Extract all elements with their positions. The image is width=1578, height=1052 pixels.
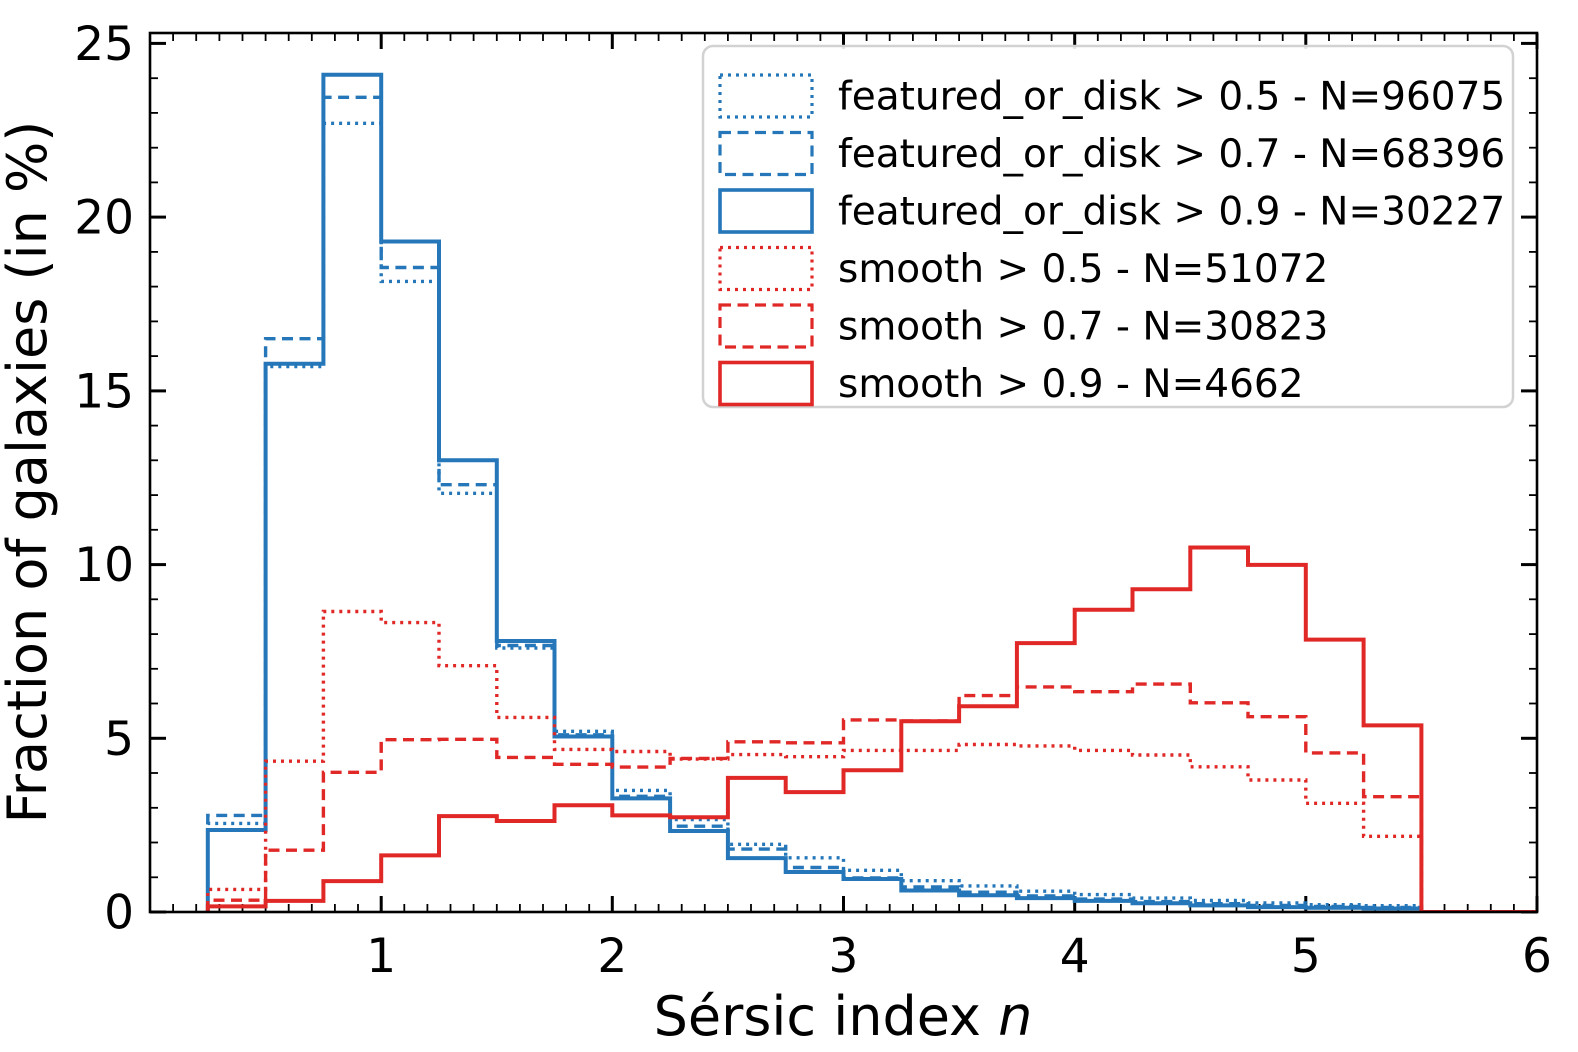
legend-label: featured_or_disk > 0.5 - N=96075 bbox=[838, 75, 1505, 120]
legend: featured_or_disk > 0.5 - N=96075 featured… bbox=[701, 44, 1515, 409]
legend-swatch-solid bbox=[718, 188, 814, 234]
x-tick-label: 5 bbox=[1291, 929, 1321, 984]
x-tick-label: 1 bbox=[366, 929, 396, 984]
legend-swatch-dotted bbox=[718, 73, 814, 119]
x-tick-label: 6 bbox=[1522, 929, 1552, 984]
y-tick-label: 20 bbox=[74, 191, 134, 246]
y-tick-label: 25 bbox=[74, 17, 134, 72]
legend-label: smooth > 0.7 - N=30823 bbox=[838, 305, 1328, 350]
legend-frame bbox=[701, 44, 1515, 409]
legend-label: smooth > 0.9 - N=4662 bbox=[838, 362, 1304, 407]
series-line-3 bbox=[205, 72, 1537, 912]
tick-labels: 1 2 3 4 5 6 0 5 10 15 20 25 bbox=[74, 17, 1552, 984]
y-axis-label: Fraction of galaxies (in %) bbox=[0, 121, 59, 824]
series-lines bbox=[205, 72, 1537, 912]
y-tick-label: 0 bbox=[104, 885, 134, 940]
x-axis-label-variable: n bbox=[998, 985, 1032, 1048]
legend-swatch-solid bbox=[718, 360, 814, 407]
x-axis-label: Sérsic index n bbox=[654, 985, 1033, 1048]
x-tick-label: 4 bbox=[1060, 929, 1090, 984]
legend-swatch-dotted bbox=[718, 245, 814, 292]
y-tick-label: 10 bbox=[74, 538, 134, 593]
legend-label: featured_or_disk > 0.7 - N=68396 bbox=[838, 132, 1505, 177]
x-tick-label: 2 bbox=[597, 929, 627, 984]
legend-swatch-dashed bbox=[718, 130, 814, 177]
series-line-6 bbox=[205, 545, 1537, 912]
y-tick-label: 5 bbox=[104, 712, 134, 767]
legend-label: smooth > 0.5 - N=51072 bbox=[838, 247, 1328, 292]
plot-border bbox=[148, 31, 1539, 914]
x-axis-label-text: Sérsic index bbox=[654, 985, 999, 1048]
series-line-5 bbox=[206, 682, 1537, 912]
y-tick-label: 15 bbox=[74, 364, 134, 419]
x-tick-label: 3 bbox=[829, 929, 859, 984]
legend-label: featured_or_disk > 0.9 - N=30227 bbox=[838, 190, 1505, 235]
legend-swatch-dashed bbox=[718, 303, 814, 349]
